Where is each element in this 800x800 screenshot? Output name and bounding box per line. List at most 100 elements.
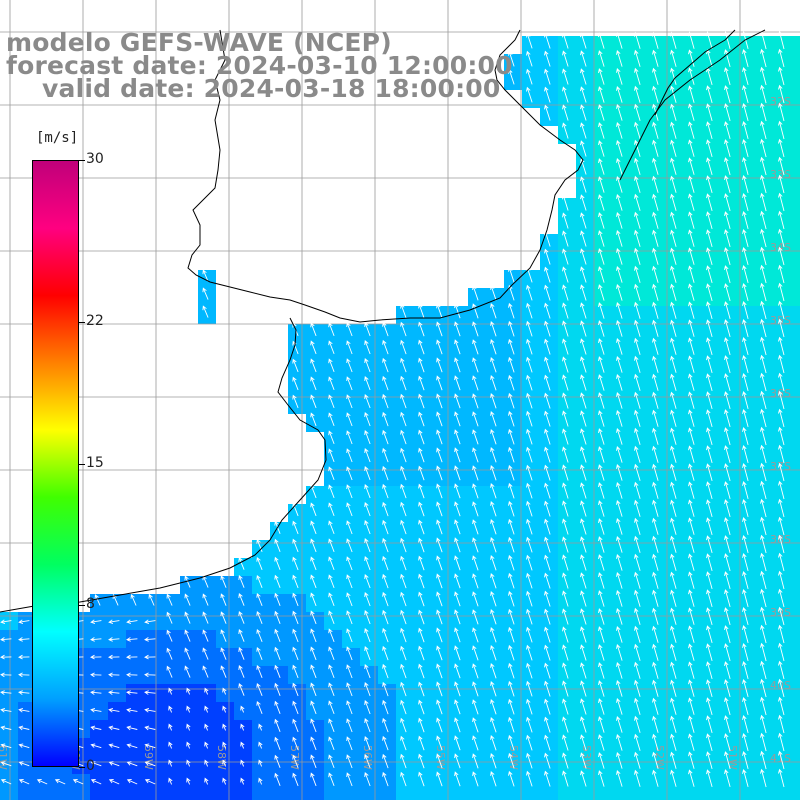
wind-arrow [18, 761, 30, 767]
wind-arrow [688, 319, 695, 337]
wind-arrow [634, 463, 641, 481]
wind-arrow [400, 501, 407, 517]
wind-arrow [472, 285, 479, 301]
wind-arrow [652, 751, 659, 769]
wind-arrow [490, 753, 497, 769]
wind-arrow [742, 138, 749, 158]
wind-arrow [526, 356, 533, 373]
wind-arrow [706, 373, 713, 392]
wind-arrow [598, 50, 605, 67]
wind-arrow [652, 409, 659, 427]
wind-arrow [598, 410, 605, 427]
wind-arrow [418, 555, 425, 571]
wind-arrow [364, 538, 371, 553]
coastline-south [0, 317, 327, 613]
field-cell [288, 792, 306, 800]
wind-arrow [670, 679, 677, 697]
wind-arrow [652, 211, 659, 229]
wind-arrow [526, 50, 533, 67]
wind-arrow [418, 537, 425, 553]
wind-arrow [616, 50, 623, 67]
wind-arrow [382, 753, 389, 769]
wind-arrow [310, 592, 317, 607]
wind-arrow [346, 520, 353, 535]
field-cell [108, 792, 126, 800]
wind-arrow [760, 606, 767, 626]
wind-arrow [108, 690, 120, 695]
field-cell [216, 792, 234, 800]
wind-arrow [364, 466, 371, 481]
wind-arrow [544, 536, 551, 553]
wind-arrow [418, 321, 425, 337]
wind-arrow [292, 754, 299, 769]
wind-arrow [238, 575, 245, 588]
wind-arrow [562, 338, 569, 355]
wind-arrow [418, 771, 425, 787]
wind-arrow [364, 394, 371, 409]
wind-arrow [742, 48, 749, 68]
wind-arrow [742, 156, 749, 176]
wind-arrow [760, 354, 767, 374]
wind-arrow [598, 554, 605, 571]
wind-arrow [598, 320, 605, 337]
wind-arrow [580, 446, 587, 463]
wind-arrow [400, 645, 407, 661]
wind-arrow [310, 664, 317, 679]
wind-arrow [490, 537, 497, 553]
wind-arrow [346, 700, 353, 715]
wind-arrow [652, 733, 659, 751]
wind-arrow [634, 157, 641, 175]
wind-arrow [742, 678, 749, 698]
wind-arrow [634, 247, 641, 265]
wind-arrow [472, 771, 479, 787]
wind-arrow [598, 734, 605, 751]
wind-arrow [670, 373, 677, 391]
wind-arrow [292, 718, 299, 733]
field-cell [360, 792, 378, 800]
wind-arrow [436, 339, 443, 355]
wind-arrow [346, 502, 353, 517]
wind-arrow [256, 664, 263, 678]
field-cell [18, 792, 36, 800]
wind-arrow [724, 157, 731, 176]
colorbar-tick-mark [79, 160, 85, 161]
wind-arrow [580, 590, 587, 607]
wind-arrow [526, 680, 533, 697]
wind-arrow [346, 394, 353, 409]
wind-arrow [598, 464, 605, 481]
wind-arrow [778, 336, 785, 356]
field-cell [792, 288, 800, 306]
wind-arrow [652, 337, 659, 355]
wind-arrow [706, 481, 713, 500]
wind-arrow [598, 482, 605, 499]
wind-arrow [634, 85, 641, 103]
wind-arrow [418, 339, 425, 355]
wind-arrow [166, 665, 173, 678]
wind-arrow [580, 428, 587, 445]
wind-arrow [760, 210, 767, 230]
wind-arrow [126, 743, 138, 749]
wind-arrow [418, 375, 425, 391]
wind-arrow [126, 778, 138, 785]
wind-arrow [634, 391, 641, 409]
wind-arrow [490, 591, 497, 607]
wind-arrow [364, 430, 371, 445]
wind-arrow [634, 715, 641, 733]
wind-arrow [400, 321, 407, 337]
wind-arrow [688, 553, 695, 571]
wind-arrow [310, 520, 317, 535]
wind-arrow [580, 464, 587, 481]
wind-arrow [688, 247, 695, 265]
wind-arrow [490, 519, 497, 535]
wind-arrow [436, 663, 443, 679]
wind-arrow [274, 538, 281, 552]
wind-arrow [778, 768, 785, 788]
wind-arrow [346, 358, 353, 373]
wind-arrow [382, 627, 389, 643]
wind-arrow [652, 589, 659, 607]
wind-arrow [418, 519, 425, 535]
field-cell [774, 792, 792, 800]
field-cell [792, 540, 800, 558]
field-cell [792, 360, 800, 378]
wind-arrow [436, 411, 443, 427]
